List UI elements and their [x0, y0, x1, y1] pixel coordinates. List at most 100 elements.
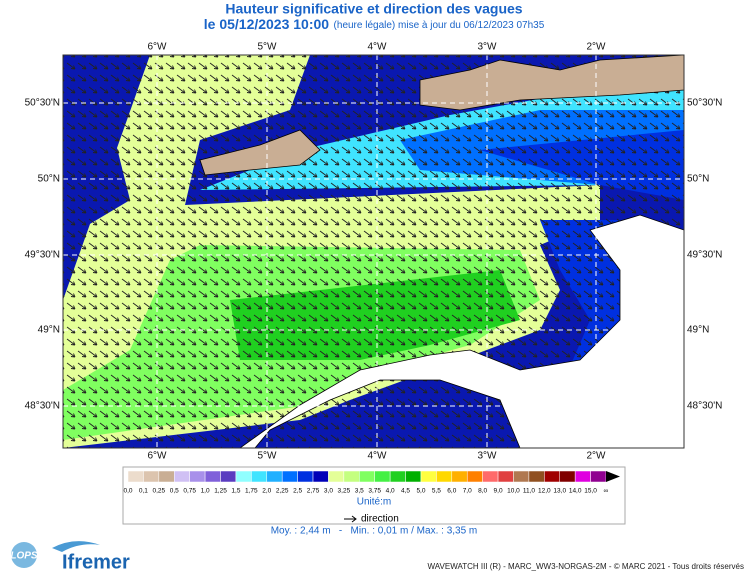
legend-swatch [528, 470, 545, 483]
map-frame [62, 54, 685, 449]
legend-swatch [143, 470, 160, 483]
lat-label: 49°30'N [687, 250, 722, 261]
subtitle: le 05/12/2023 10:00 (heure légale) mise … [204, 16, 545, 34]
title: Hauteur significative et direction des v… [225, 1, 522, 17]
legend-swatch [389, 470, 406, 483]
legend-swatch [482, 470, 499, 483]
legend-label: 1,25 [214, 488, 227, 495]
legend-swatch [590, 470, 607, 483]
graticule [63, 55, 684, 448]
legend-swatch [266, 470, 283, 483]
unit: Unité:m [357, 497, 391, 508]
legend-label: 2,5 [293, 488, 302, 495]
lon-label: 2°W [587, 42, 607, 53]
credit: WAVEWATCH III (R) - MARC_WW3-NORGAS-2M -… [428, 562, 744, 571]
legend-label: 11,0 [523, 488, 536, 495]
legend-label: 7,0 [463, 488, 472, 495]
legend-swatch [513, 470, 530, 483]
lon-label: 4°W [368, 42, 388, 53]
legend-label: 1,5 [231, 488, 240, 495]
legend-swatch [420, 470, 437, 483]
legend-label: 3,0 [324, 488, 333, 495]
date: le 05/12/2023 10:00 [204, 16, 330, 32]
legend-swatch [312, 470, 329, 483]
legend-swatch [544, 470, 560, 483]
direction-arrow [344, 515, 357, 523]
legend-swatch [204, 470, 221, 483]
lon-label: 4°W [368, 451, 388, 462]
lon-label: 5°W [258, 42, 278, 53]
legend-label: 9,0 [494, 488, 503, 495]
legend-label: 0,0 [123, 488, 132, 495]
lon-label: 6°W [148, 451, 168, 462]
ifremer-mark [52, 541, 100, 552]
lon-label: 3°W [478, 42, 498, 53]
legend-swatch [251, 470, 268, 483]
legend-label: 2,0 [262, 488, 271, 495]
legend-label: 10,0 [507, 488, 520, 495]
legend-swatch [436, 470, 453, 483]
legend-label: 6,0 [447, 488, 456, 495]
legend-label: 2,25 [276, 488, 289, 495]
lat-label: 50°N [687, 174, 709, 185]
legend-swatch [189, 470, 206, 483]
legend-swatch [174, 470, 190, 483]
legend-label: 3,25 [338, 488, 351, 495]
lon-label: 2°W [587, 451, 607, 462]
lat-label: 48°30'N [687, 401, 722, 412]
legend-label: 3,75 [368, 488, 381, 495]
legend-label: 0,1 [139, 488, 148, 495]
lops-logo [11, 542, 37, 568]
stats: Moy. : 2,44 m - Min. : 0,01 m / Max. : 3… [271, 526, 478, 537]
lat-label: 49°N [38, 325, 60, 336]
legend-swatch [127, 470, 144, 483]
legend-swatch [497, 470, 514, 483]
legend-label: 8,0 [478, 488, 487, 495]
legend-label: 12,0 [538, 488, 551, 495]
legend-label: 0,5 [170, 488, 179, 495]
legend-swatch [359, 470, 375, 483]
legend-label: 14,0 [569, 488, 582, 495]
legend-label: 2,75 [307, 488, 320, 495]
legend-label: 4,5 [401, 488, 410, 495]
legend-swatch [281, 470, 298, 483]
lops-text: LOPS [10, 551, 38, 562]
lon-label: 3°W [478, 451, 498, 462]
legend-swatch [328, 470, 345, 483]
legend-label: 0,25 [153, 488, 166, 495]
lat-label: 50°30'N [25, 98, 60, 109]
legend-label: 13,0 [553, 488, 566, 495]
legend-label: 15,0 [584, 488, 597, 495]
legend-label: 1,75 [245, 488, 258, 495]
lat-label: 50°30'N [687, 98, 722, 109]
legend-swatch [574, 470, 591, 483]
legend-swatch [343, 470, 360, 483]
lon-label: 6°W [148, 42, 168, 53]
legend-arrow [606, 471, 620, 482]
legend-label: 1,0 [201, 488, 210, 495]
legend-swatch [158, 470, 175, 483]
legend-swatch [559, 470, 576, 483]
lat-label: 50°N [38, 174, 60, 185]
lat-label: 49°N [687, 325, 709, 336]
legend-label: ∞ [604, 488, 609, 495]
ifremer-text: Ifremer [62, 551, 130, 573]
legend-swatch [374, 470, 391, 483]
legend-label: 0,75 [183, 488, 196, 495]
legend-swatch [220, 470, 237, 483]
legend-swatch [405, 470, 422, 483]
legend-swatch [466, 470, 483, 483]
legend-label: 3,5 [355, 488, 364, 495]
legend-swatch [297, 470, 314, 483]
legend-label: 5,0 [416, 488, 425, 495]
legend-swatch [451, 470, 468, 483]
lon-label: 5°W [258, 451, 278, 462]
legend-swatch [235, 470, 252, 483]
legend-label: 5,5 [432, 488, 441, 495]
map [63, 55, 684, 448]
legend-label: 4,0 [386, 488, 395, 495]
lat-label: 48°30'N [25, 401, 60, 412]
lat-label: 49°30'N [25, 250, 60, 261]
update: (heure légale) mise à jour du 06/12/2023… [334, 20, 545, 31]
